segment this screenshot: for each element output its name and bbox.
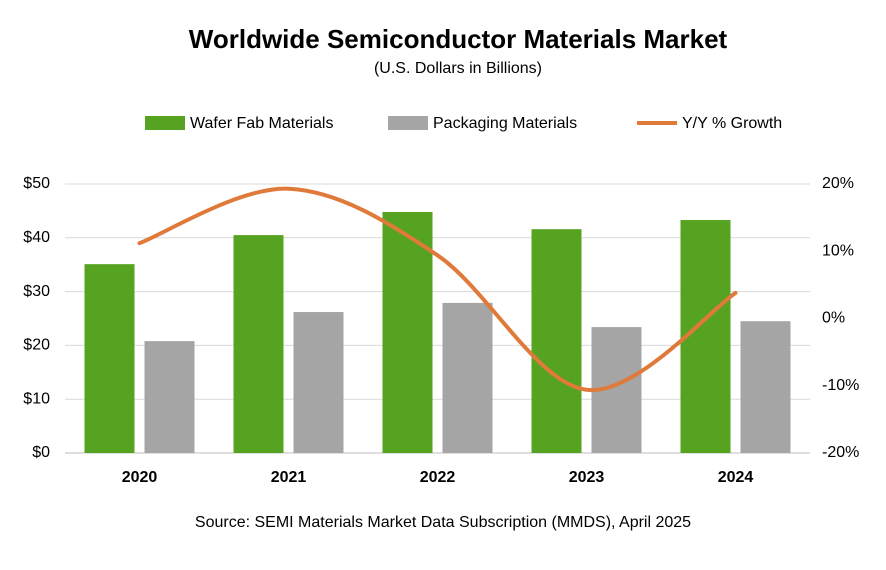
x-tick-label: 2022	[420, 469, 456, 486]
y2-tick-label: 10%	[822, 242, 854, 259]
x-tick-label: 2021	[271, 469, 307, 486]
bar	[382, 211, 433, 453]
growth-line	[137, 186, 738, 392]
legend-swatch	[388, 116, 428, 130]
y2-tick-label: -20%	[822, 444, 859, 461]
y-tick-label: $20	[23, 337, 50, 354]
x-tick-label: 2024	[718, 469, 754, 486]
bar	[442, 302, 493, 453]
x-tick-label: 2020	[122, 469, 158, 486]
chart-subtitle: (U.S. Dollars in Billions)	[374, 60, 542, 77]
bar	[293, 312, 344, 453]
y2-tick-label: -10%	[822, 377, 859, 394]
source-note: Source: SEMI Materials Market Data Subsc…	[195, 514, 691, 531]
y-tick-label: $30	[23, 283, 50, 300]
chart-title: Worldwide Semiconductor Materials Market	[189, 24, 728, 54]
y-tick-label: $10	[23, 390, 50, 407]
y-tick-label: $40	[23, 229, 50, 246]
x-tick-label: 2023	[569, 469, 605, 486]
bar	[144, 341, 195, 453]
y-tick-label: $0	[32, 444, 50, 461]
y-tick-label: $50	[23, 175, 50, 192]
bar	[680, 220, 731, 453]
legend-label: Y/Y % Growth	[682, 115, 782, 132]
bar	[233, 235, 284, 453]
y2-tick-label: 0%	[822, 310, 845, 327]
legend-label: Packaging Materials	[433, 115, 577, 132]
legend-swatch	[145, 116, 185, 130]
bar	[740, 321, 791, 453]
bar	[84, 264, 135, 453]
y2-tick-label: 20%	[822, 175, 854, 192]
bar	[531, 229, 582, 453]
legend-label: Wafer Fab Materials	[190, 115, 333, 132]
